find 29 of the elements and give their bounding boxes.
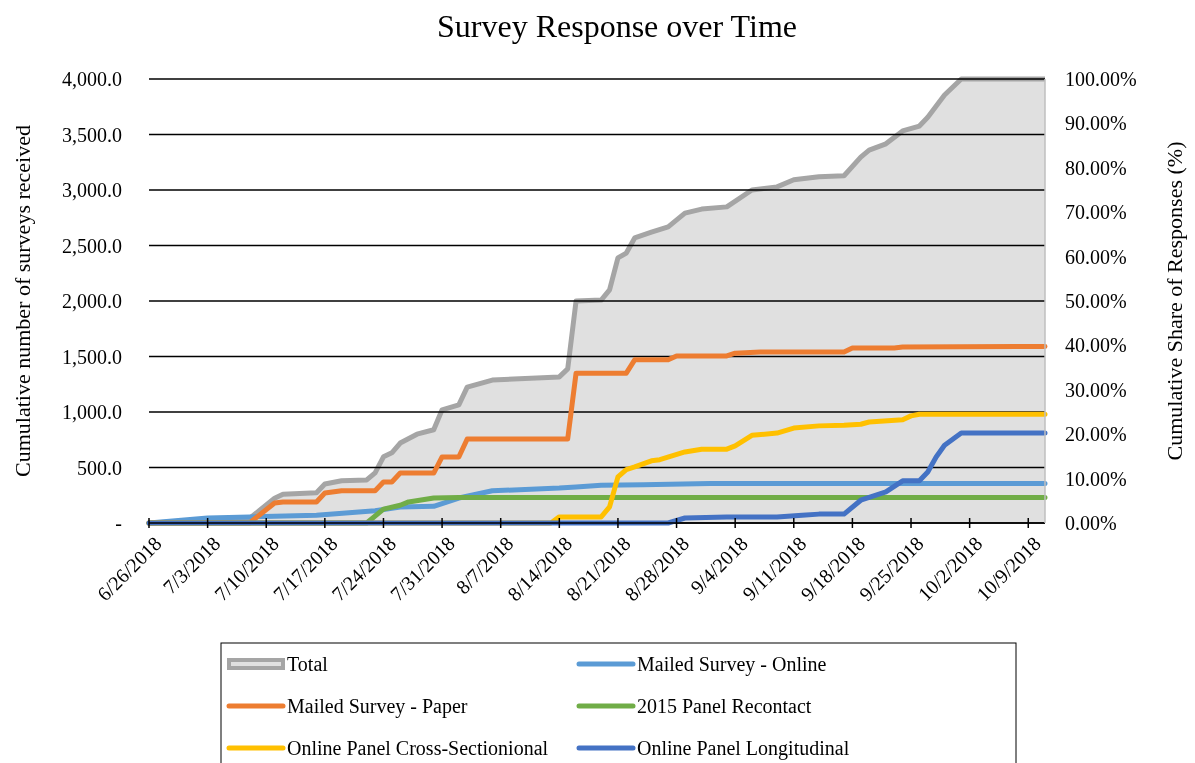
y2-axis-title: Cumulative Share of Responses (%) bbox=[1162, 141, 1187, 461]
legend-label: Mailed Survey - Online bbox=[637, 653, 827, 676]
y2-tick-label: 100.00% bbox=[1065, 68, 1137, 90]
chart-title: Survey Response over Time bbox=[437, 8, 797, 44]
y-tick-label: 2,000.0 bbox=[62, 290, 122, 312]
legend-label: Online Panel Cross-Sectionional bbox=[287, 737, 549, 759]
y2-tick-label: 90.00% bbox=[1065, 112, 1127, 135]
y-axis-title: Cumulative number of surveys received bbox=[10, 125, 35, 477]
y-tick-label: 1,500.0 bbox=[62, 345, 122, 368]
y-tick-label: 2,500.0 bbox=[62, 234, 122, 257]
y2-tick-label: 40.00% bbox=[1065, 334, 1127, 357]
y2-tick-label: 20.00% bbox=[1065, 423, 1127, 446]
y-tick-label: - bbox=[115, 512, 122, 534]
y-tick-label: 500.0 bbox=[77, 456, 122, 479]
y2-tick-label: 30.00% bbox=[1065, 378, 1127, 401]
legend-label: Total bbox=[287, 653, 329, 675]
y2-tick-label: 0.00% bbox=[1065, 512, 1117, 534]
y2-tick-label: 70.00% bbox=[1065, 201, 1127, 224]
y-tick-label: 3,500.0 bbox=[62, 123, 122, 146]
y2-tick-label: 60.00% bbox=[1065, 245, 1127, 268]
y-tick-label: 4,000.0 bbox=[62, 68, 122, 90]
y2-tick-label: 10.00% bbox=[1065, 467, 1127, 490]
legend-label: 2015 Panel Recontact bbox=[637, 695, 812, 717]
y2-tick-label: 80.00% bbox=[1065, 156, 1127, 179]
y-tick-label: 3,000.0 bbox=[62, 179, 122, 201]
legend-label: Mailed Survey - Paper bbox=[287, 695, 468, 718]
y-tick-label: 1,000.0 bbox=[62, 401, 122, 423]
y2-tick-label: 50.00% bbox=[1065, 290, 1127, 312]
legend-label: Online Panel Longitudinal bbox=[637, 737, 850, 760]
